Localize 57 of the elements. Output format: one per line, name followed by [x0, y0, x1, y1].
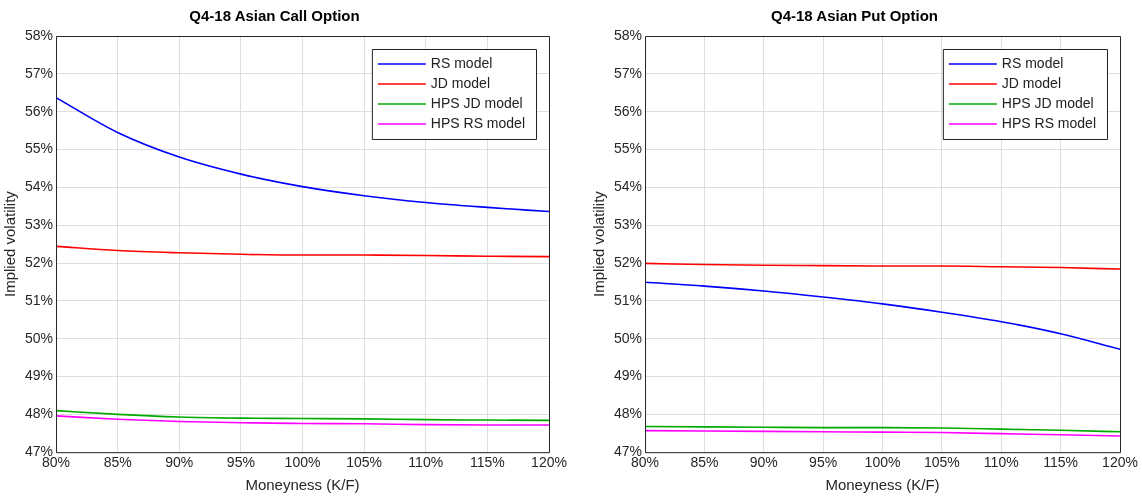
x-tick-label: 90%: [165, 454, 194, 471]
x-tick-label: 110%: [983, 454, 1019, 471]
legend-label: JD model: [1001, 74, 1061, 91]
y-tick-label: 52%: [24, 253, 54, 270]
x-tick-label: 120%: [1102, 454, 1138, 471]
y-tick-label: 53%: [24, 216, 54, 233]
y-tick-label: 57%: [613, 64, 643, 81]
legend-label: RS model: [430, 54, 493, 71]
x-tick-label: 100%: [864, 454, 901, 471]
y-tick-label: 55%: [613, 140, 643, 157]
line-series: [56, 245, 549, 258]
legend-label: HPS JD model: [430, 94, 523, 111]
y-tick-label: 49%: [613, 367, 643, 384]
chart-title: Q4-18 Asian Call Option: [189, 7, 360, 25]
y-axis-title: Implied volatility: [1, 190, 19, 298]
y-tick-label: 53%: [613, 216, 643, 233]
y-tick-label: 56%: [613, 102, 643, 119]
y-tick-label: 52%: [613, 253, 643, 270]
line-series: [56, 415, 549, 426]
y-tick-label: 48%: [613, 405, 643, 422]
x-axis-title: Moneyness (K/F): [825, 476, 940, 494]
y-tick-label: 51%: [613, 291, 643, 308]
x-tick-label: 115%: [469, 454, 505, 471]
line-series: [645, 281, 1120, 351]
x-tick-label: 95%: [809, 454, 838, 471]
y-tick-label: 55%: [24, 140, 54, 157]
x-tick-label: 120%: [531, 454, 567, 471]
chart-title: Q4-18 Asian Put Option: [771, 7, 938, 25]
legend-label: RS model: [1001, 54, 1064, 71]
line-series: [56, 96, 549, 213]
line-series: [56, 409, 549, 422]
y-tick-label: 51%: [24, 291, 54, 308]
y-axis-title: Implied volatility: [590, 190, 608, 298]
legend-label: JD model: [430, 74, 490, 91]
y-tick-label: 54%: [613, 178, 643, 195]
legend-label: HPS RS model: [1001, 114, 1097, 131]
x-tick-label: 100%: [284, 454, 321, 471]
y-tick-label: 54%: [24, 178, 54, 195]
x-tick-label: 95%: [226, 454, 255, 471]
y-tick-label: 49%: [24, 367, 54, 384]
y-tick-label: 50%: [613, 329, 643, 346]
y-tick-label: 57%: [24, 64, 54, 81]
y-tick-label: 56%: [24, 102, 54, 119]
x-tick-label: 115%: [1043, 454, 1079, 471]
x-axis-title: Moneyness (K/F): [245, 476, 360, 494]
x-tick-label: 110%: [408, 454, 444, 471]
y-tick-label: 58%: [24, 26, 54, 43]
y-tick-label: 48%: [24, 405, 54, 422]
x-tick-label: 85%: [103, 454, 132, 471]
y-tick-label: 58%: [613, 26, 643, 43]
x-tick-label: 90%: [749, 454, 778, 471]
x-tick-label: 105%: [923, 454, 960, 471]
legend-label: HPS RS model: [430, 114, 526, 131]
x-tick-label: 105%: [346, 454, 383, 471]
x-tick-label: 85%: [690, 454, 719, 471]
legend-label: HPS JD model: [1001, 94, 1094, 111]
y-tick-label: 50%: [24, 329, 54, 346]
